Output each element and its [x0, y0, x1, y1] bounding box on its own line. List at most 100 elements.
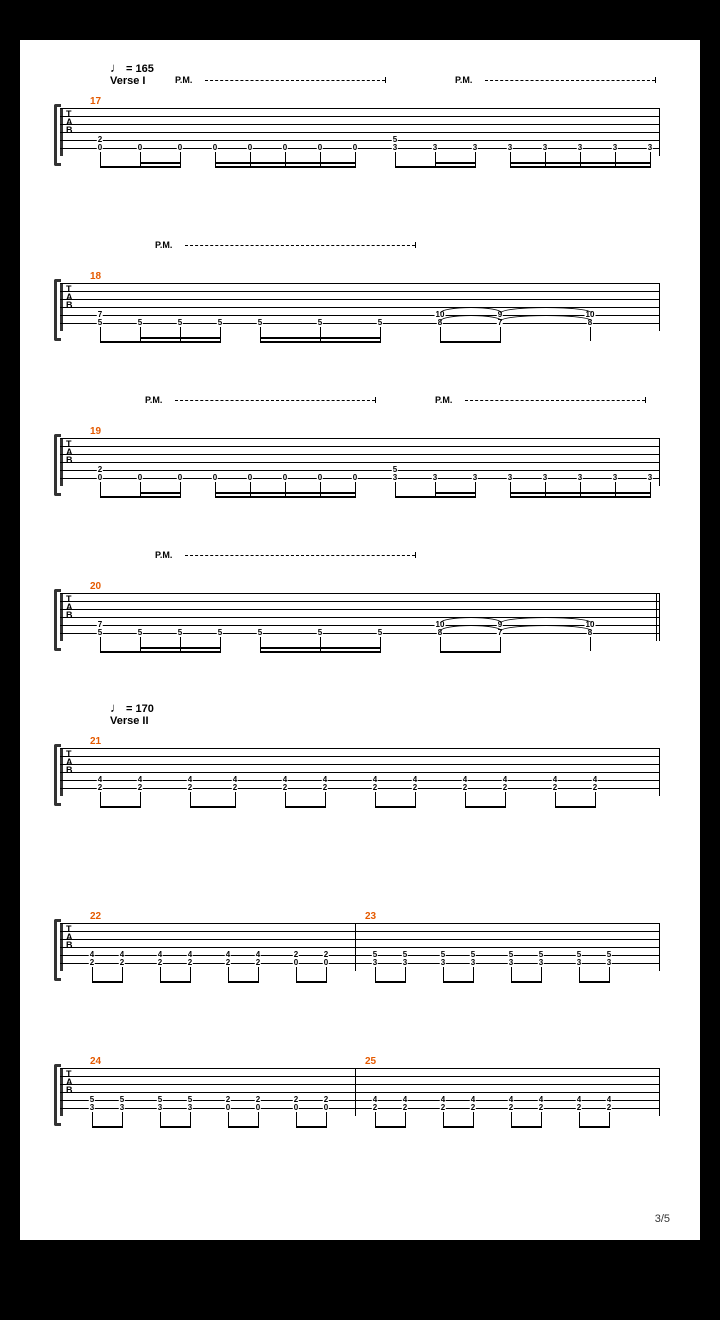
fret-number: 3	[612, 474, 618, 482]
fret-number: 5	[377, 629, 383, 637]
fret-number: 2	[462, 784, 468, 792]
note-stem	[258, 1112, 259, 1126]
end-barline	[659, 593, 660, 641]
measure-number: 17	[90, 96, 101, 107]
note-stem	[190, 792, 191, 806]
note-stem	[440, 637, 441, 651]
tab-clef: TAB	[66, 110, 73, 134]
fret-number: 2	[470, 1104, 476, 1112]
note-stem	[160, 967, 161, 981]
note-stem	[595, 792, 596, 806]
beam	[92, 981, 123, 983]
fret-number: 3	[89, 1104, 95, 1112]
tab-clef: TAB	[66, 595, 73, 619]
staff-line	[60, 1084, 660, 1085]
note-stem	[228, 967, 229, 981]
fret-number: 5	[217, 319, 223, 327]
beam	[375, 1126, 406, 1128]
beam	[260, 647, 381, 649]
note-stem	[92, 967, 93, 981]
palm-mute-label: P.M.	[175, 75, 192, 85]
fret-number: 3	[538, 959, 544, 967]
note-stem	[609, 967, 610, 981]
page-number: 3/5	[655, 1213, 670, 1225]
beam	[190, 806, 236, 808]
fret-number: 3	[647, 144, 653, 152]
note-stem	[100, 792, 101, 806]
beam	[510, 496, 651, 498]
fret-number: 3	[157, 1104, 163, 1112]
beam	[555, 806, 596, 808]
palm-mute-end	[415, 552, 416, 558]
note-stem	[326, 1112, 327, 1126]
tab-clef: TAB	[66, 1070, 73, 1094]
fret-number: 0	[137, 144, 143, 152]
note-stem	[443, 1112, 444, 1126]
fret-number: 2	[502, 784, 508, 792]
fret-number: 3	[432, 144, 438, 152]
fret-number: 0	[177, 144, 183, 152]
staff-line	[60, 446, 660, 447]
beam	[228, 1126, 259, 1128]
note-stem	[296, 967, 297, 981]
fret-number: 5	[137, 319, 143, 327]
staff-line	[60, 923, 660, 924]
measure-number: 20	[90, 581, 101, 592]
fret-number: 5	[257, 319, 263, 327]
fret-number: 3	[187, 1104, 193, 1112]
note-stem	[258, 967, 259, 981]
beam	[511, 981, 542, 983]
fret-number: 5	[257, 629, 263, 637]
beam	[440, 651, 501, 653]
fret-number: 3	[576, 959, 582, 967]
beam	[579, 1126, 610, 1128]
fret-number: 3	[392, 144, 398, 152]
fret-number: 3	[472, 474, 478, 482]
fret-number: 2	[322, 784, 328, 792]
barline	[355, 1068, 356, 1116]
note-stem	[296, 1112, 297, 1126]
fret-number: 2	[402, 1104, 408, 1112]
note-stem	[500, 327, 501, 341]
palm-mute-end	[655, 77, 656, 83]
fret-number: 3	[606, 959, 612, 967]
systems: = 165Verse IP.M.P.M.TAB17200000000533333…	[20, 60, 700, 1135]
tie	[500, 617, 592, 623]
fret-number: 2	[372, 1104, 378, 1112]
tie	[500, 307, 592, 313]
staff-line	[60, 947, 660, 948]
note-stem	[190, 1112, 191, 1126]
beam	[160, 1126, 191, 1128]
beam	[435, 162, 476, 164]
fret-number: 5	[317, 319, 323, 327]
note-stem	[100, 152, 101, 166]
staff-line	[60, 772, 660, 773]
fret-number: 0	[352, 474, 358, 482]
note-stem	[555, 792, 556, 806]
fret-number: 2	[592, 784, 598, 792]
palm-mute-extent	[175, 400, 375, 401]
fret-number: 2	[119, 959, 125, 967]
beam	[296, 981, 327, 983]
fret-number: 3	[470, 959, 476, 967]
note-stem	[500, 637, 501, 651]
note-stem	[395, 152, 396, 166]
beam	[100, 341, 221, 343]
beam	[140, 492, 181, 494]
beam	[435, 492, 476, 494]
beam	[395, 166, 476, 168]
note-stem	[140, 792, 141, 806]
palm-mute-end	[645, 397, 646, 403]
staff-line	[60, 108, 660, 109]
tab-system: = 170Verse IITAB214242424242424242424242…	[60, 700, 660, 845]
beam	[579, 981, 610, 983]
tempo-marking: = 165	[110, 60, 154, 75]
end-barline	[659, 438, 660, 486]
fret-number: 5	[377, 319, 383, 327]
fret-number: 5	[137, 629, 143, 637]
staff-line	[60, 764, 660, 765]
fret-number: 2	[225, 959, 231, 967]
beam	[510, 166, 651, 168]
fret-number: 0	[293, 959, 299, 967]
fret-number: 3	[577, 144, 583, 152]
